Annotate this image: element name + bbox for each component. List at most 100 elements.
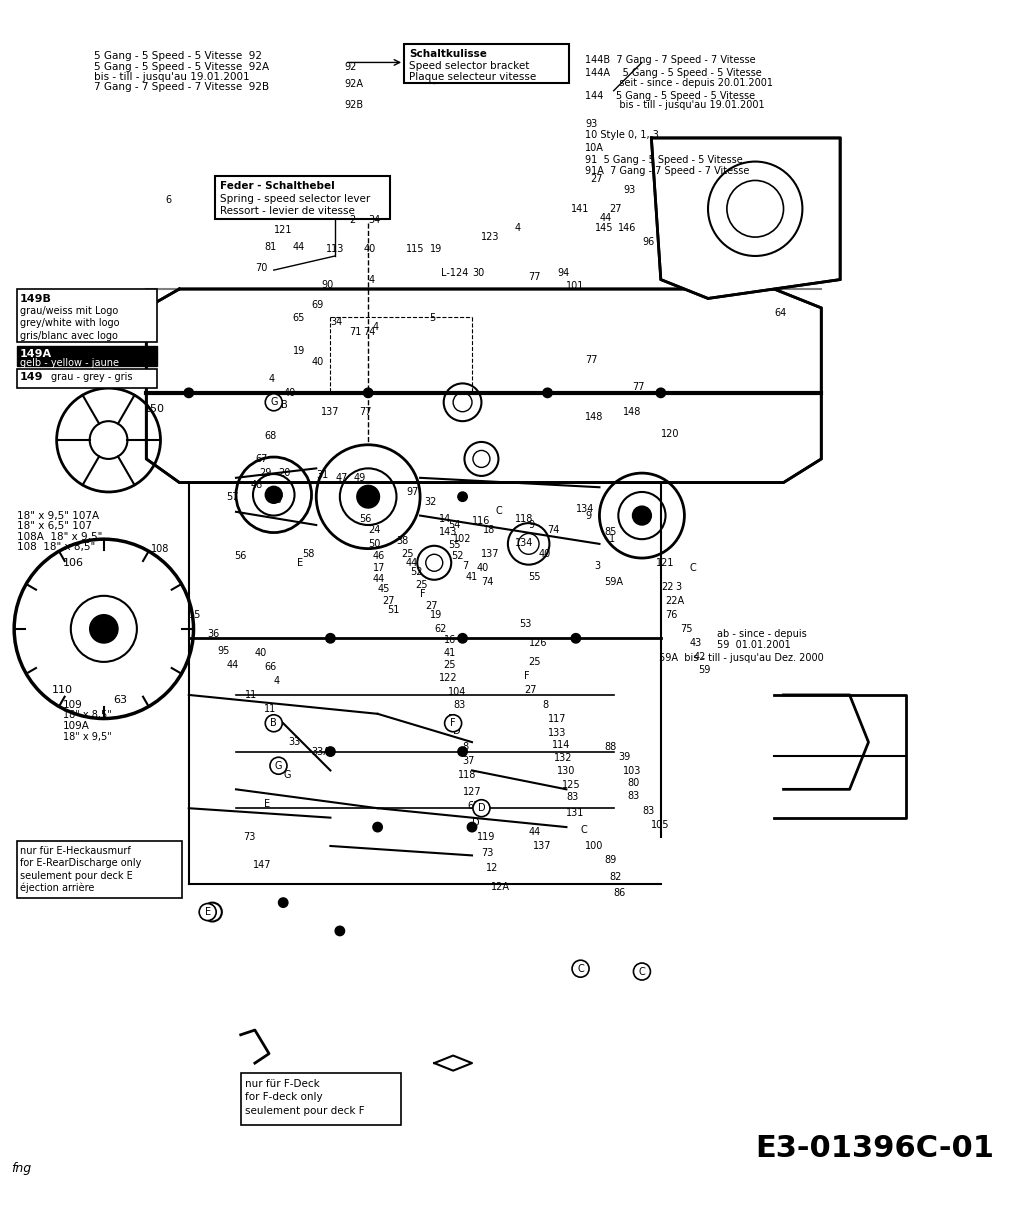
Text: C: C (581, 825, 587, 835)
Text: 40: 40 (477, 563, 489, 573)
Text: 10 Style 0, 1, 3: 10 Style 0, 1, 3 (585, 130, 659, 140)
Circle shape (90, 614, 118, 642)
Text: 74: 74 (482, 577, 494, 586)
Text: grey/white with logo: grey/white with logo (20, 318, 120, 328)
Text: 2: 2 (349, 216, 356, 226)
Text: 122: 122 (439, 673, 457, 683)
Text: 33A: 33A (312, 747, 330, 757)
Text: 117: 117 (548, 714, 566, 724)
Text: 6: 6 (165, 195, 171, 205)
Text: 40: 40 (538, 549, 550, 558)
Text: Ressort - levier de vitesse: Ressort - levier de vitesse (220, 206, 355, 216)
Text: 144    5 Gang - 5 Speed - 5 Vitesse: 144 5 Gang - 5 Speed - 5 Vitesse (585, 90, 755, 101)
Text: 103: 103 (623, 766, 642, 775)
Text: B: B (270, 718, 278, 728)
Text: E: E (297, 558, 303, 568)
Text: 61: 61 (467, 801, 480, 811)
Text: for E-RearDischarge only: for E-RearDischarge only (20, 858, 141, 868)
Text: 11: 11 (264, 705, 277, 714)
Text: 59: 59 (699, 664, 711, 675)
Text: 34: 34 (368, 216, 381, 226)
Text: 8: 8 (462, 742, 469, 752)
Text: 27: 27 (382, 596, 395, 606)
Polygon shape (651, 138, 840, 299)
Text: 115: 115 (406, 244, 424, 254)
Circle shape (633, 506, 651, 525)
Text: 18" x 9,5" 107A: 18" x 9,5" 107A (17, 511, 99, 521)
Text: grau - grey - gris: grau - grey - gris (51, 372, 132, 382)
Text: for F-deck only: for F-deck only (246, 1092, 323, 1102)
Text: 16: 16 (444, 635, 456, 645)
Text: 102: 102 (453, 534, 472, 545)
Circle shape (270, 757, 287, 774)
Text: 27: 27 (609, 204, 621, 215)
Text: 58: 58 (302, 549, 315, 558)
Text: 148: 148 (623, 407, 642, 417)
Text: 54: 54 (449, 521, 460, 530)
Text: 11: 11 (246, 690, 258, 700)
Text: 120: 120 (660, 429, 679, 439)
Text: 44: 44 (406, 558, 418, 568)
Text: 137: 137 (534, 841, 552, 851)
Text: 88: 88 (604, 742, 616, 752)
Text: 19: 19 (429, 610, 442, 620)
Text: 74: 74 (363, 327, 376, 336)
Text: 40: 40 (312, 357, 324, 367)
Text: 29: 29 (260, 468, 272, 478)
Text: 77: 77 (585, 355, 598, 364)
Bar (216, 176, 390, 219)
Text: 4: 4 (373, 322, 379, 332)
Text: E3-01396C-01: E3-01396C-01 (755, 1134, 994, 1163)
Text: 73: 73 (244, 831, 256, 842)
Text: C: C (577, 964, 584, 974)
Text: 44: 44 (293, 241, 304, 252)
Text: 22: 22 (660, 581, 673, 591)
Text: 45: 45 (378, 584, 390, 595)
Text: 69: 69 (312, 300, 324, 311)
Text: bis - till - jusqu'au 19.01.2001: bis - till - jusqu'au 19.01.2001 (585, 100, 765, 110)
Text: 41: 41 (465, 572, 478, 583)
Text: 48: 48 (250, 480, 262, 490)
Text: 4: 4 (368, 274, 375, 285)
Text: 95: 95 (217, 646, 229, 656)
Bar (405, 44, 570, 83)
Text: 64: 64 (774, 308, 786, 318)
Circle shape (184, 388, 194, 397)
Circle shape (473, 800, 490, 817)
Text: 113: 113 (326, 244, 344, 254)
Text: 31: 31 (316, 471, 328, 480)
Text: 22A: 22A (666, 596, 684, 606)
Text: D: D (472, 818, 480, 828)
Text: 56: 56 (359, 513, 372, 524)
Circle shape (458, 747, 467, 756)
Text: 145: 145 (594, 223, 613, 233)
Text: 92: 92 (345, 62, 357, 72)
Text: 18" x 9,5": 18" x 9,5" (63, 731, 112, 741)
Text: Schaltkulisse: Schaltkulisse (409, 49, 487, 60)
Circle shape (363, 388, 373, 397)
Text: C: C (689, 563, 696, 573)
Circle shape (458, 634, 467, 642)
Text: 44: 44 (528, 828, 541, 837)
Text: gris/blanc avec logo: gris/blanc avec logo (20, 330, 118, 340)
Text: 55: 55 (528, 572, 541, 583)
Text: 59A: 59A (604, 577, 623, 586)
Text: 137: 137 (482, 549, 499, 558)
Circle shape (467, 823, 477, 831)
Text: 47: 47 (335, 473, 348, 483)
Text: 18" x 6,5" 107: 18" x 6,5" 107 (17, 522, 92, 531)
Text: 62: 62 (434, 624, 447, 634)
Text: 40: 40 (255, 647, 267, 658)
Text: 91A  7 Gang - 7 Speed - 7 Vitesse: 91A 7 Gang - 7 Speed - 7 Vitesse (585, 166, 749, 177)
Bar (17, 369, 157, 388)
Text: 73: 73 (482, 848, 494, 858)
Text: G: G (275, 761, 282, 770)
Text: seit - since - depuis 20.01.2001: seit - since - depuis 20.01.2001 (585, 78, 773, 88)
Text: 92B: 92B (345, 100, 363, 110)
Text: G: G (283, 770, 291, 780)
Text: F: F (450, 718, 456, 728)
Text: 12A: 12A (491, 881, 510, 892)
Text: 126: 126 (528, 639, 547, 649)
Text: 89: 89 (604, 856, 616, 865)
Text: 40: 40 (363, 244, 376, 254)
